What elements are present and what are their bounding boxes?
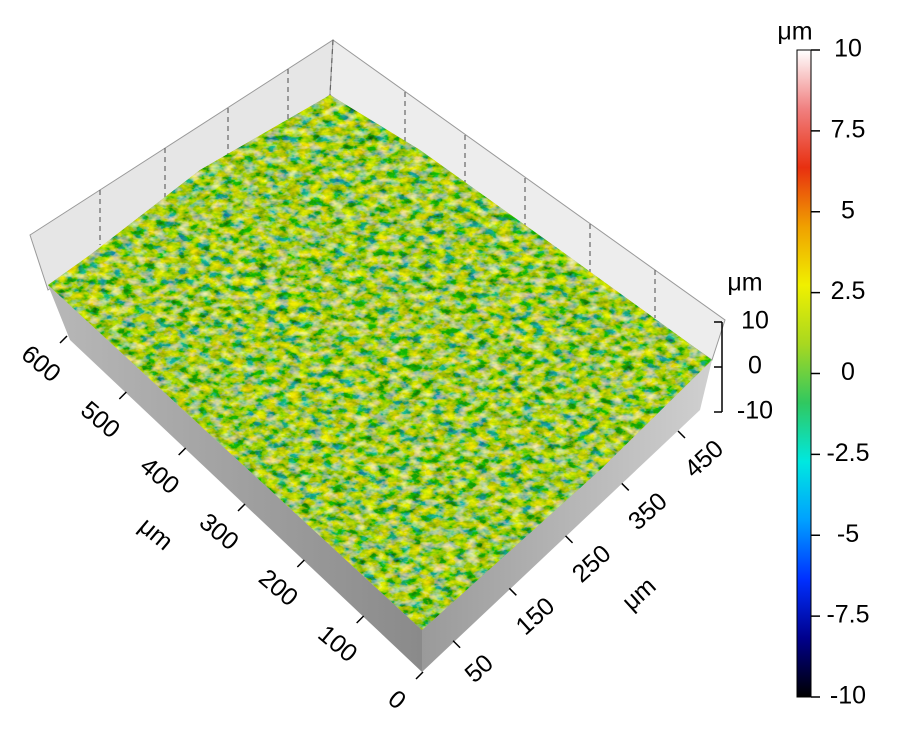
y-tick-label: 150 (511, 592, 561, 641)
y-tick (677, 430, 686, 439)
z-tick-label: -10 (737, 397, 773, 425)
colorbar-tick-label: 5 (841, 196, 855, 224)
colorbar (796, 49, 812, 698)
x-tick (118, 391, 127, 400)
x-tick (356, 615, 365, 624)
x-tick-label: 200 (253, 564, 303, 612)
y-axis-label: μm (617, 572, 662, 616)
z-axis-label: μm (727, 269, 762, 297)
z-tick-label: 0 (748, 352, 762, 380)
x-tick (237, 503, 246, 512)
x-tick (59, 335, 68, 344)
z-tick-label: 10 (741, 307, 769, 335)
x-tick-label: 0 (383, 685, 412, 715)
y-tick-label: 250 (567, 539, 617, 588)
colorbar-tick-label: 7.5 (831, 115, 866, 143)
x-tick (296, 559, 305, 568)
y-tick (452, 640, 461, 649)
colorbar-tick-label: -10 (830, 682, 866, 710)
colorbar-tick-label: 2.5 (831, 277, 866, 305)
y-tick-label: 50 (459, 649, 498, 688)
x-tick-label: 300 (194, 508, 244, 556)
x-tick (178, 447, 187, 456)
colorbar-tick-label: -7.5 (826, 601, 869, 629)
right-wall (422, 360, 712, 672)
y-tick (508, 587, 517, 596)
surface-texture (48, 95, 712, 630)
y-tick-label: 450 (679, 435, 729, 484)
y-tick (621, 482, 630, 491)
x-tick-label: 600 (16, 340, 66, 388)
colorbar-tick-label: 0 (841, 358, 855, 386)
x-axis-label: μm (133, 512, 178, 556)
colorbar-label: μm (777, 18, 812, 46)
y-tick (565, 535, 574, 544)
x-tick-label: 400 (135, 452, 185, 500)
y-tick-label: 350 (623, 487, 673, 536)
x-tick-label: 500 (75, 396, 125, 444)
x-tick (415, 671, 424, 680)
x-tick-label: 100 (313, 620, 363, 668)
colorbar-tick-label: -2.5 (826, 439, 869, 467)
left-wall (48, 285, 422, 672)
box (29, 39, 726, 672)
panel-grid (99, 39, 656, 318)
colorbar-tick-label: 10 (834, 35, 862, 63)
colorbar-tick-label: -5 (837, 520, 859, 548)
